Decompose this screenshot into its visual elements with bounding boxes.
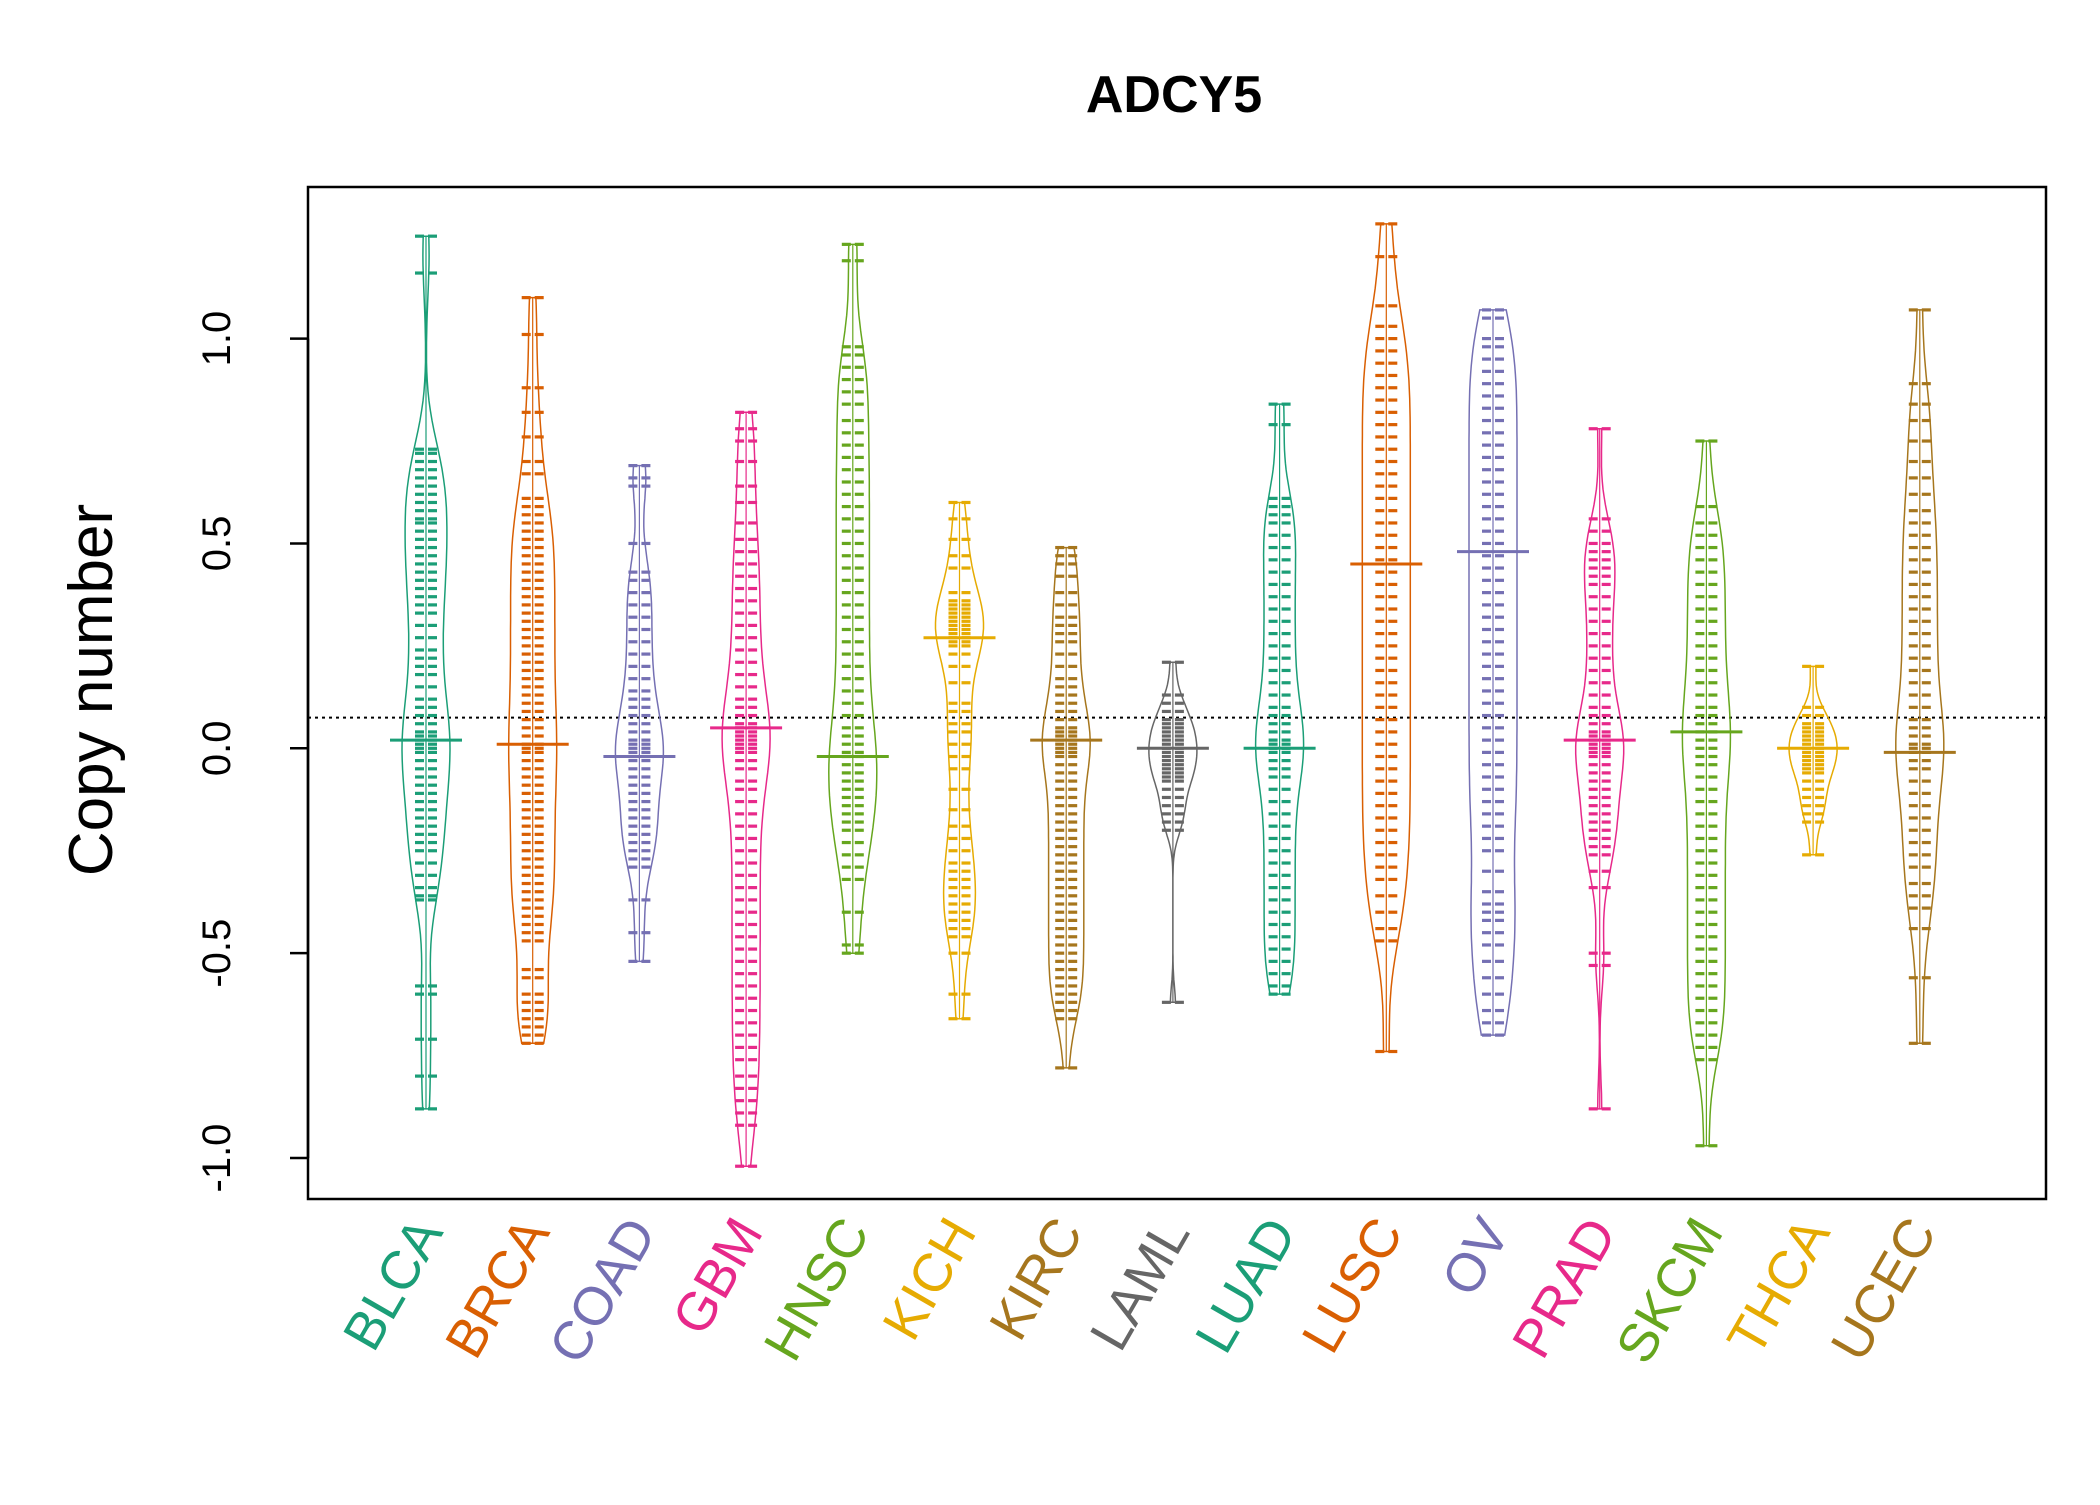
- x-tick-label-ucec: UCEC: [1820, 1208, 1948, 1371]
- y-tick-label: -1.0: [195, 1124, 239, 1193]
- y-tick-label: -0.5: [195, 919, 239, 988]
- bean-lusc: [1350, 222, 1423, 1054]
- y-tick-label: 0.5: [195, 516, 239, 572]
- chart-title: ADCY5: [1086, 66, 1262, 124]
- bean-gbm: [710, 410, 783, 1168]
- x-tick-label-laml: LAML: [1079, 1208, 1202, 1360]
- x-tick-label-coad: COAD: [538, 1208, 668, 1373]
- bean-luad: [1243, 402, 1316, 996]
- x-tick-label-hnsc: HNSC: [753, 1208, 881, 1371]
- x-tick-label-skcm: SKCM: [1605, 1208, 1735, 1373]
- y-axis-label: Copy number: [57, 504, 126, 876]
- bean-brca: [496, 296, 569, 1045]
- x-tick-label-luad: LUAD: [1184, 1208, 1308, 1363]
- x-tick-label-ov: OV: [1430, 1208, 1521, 1306]
- x-tick-label-lusc: LUSC: [1291, 1208, 1415, 1363]
- bean-ucec: [1883, 308, 1956, 1045]
- x-tick-label-gbm: GBM: [661, 1208, 774, 1345]
- y-tick-label: 1.0: [195, 311, 239, 367]
- beans-layer: [390, 222, 1956, 1168]
- bean-coad: [603, 464, 676, 963]
- bean-prad: [1563, 427, 1636, 1111]
- bean-kirc: [1030, 545, 1103, 1070]
- plot-frame: [306, 185, 2048, 1201]
- bean-blca: [390, 234, 462, 1111]
- y-axis: -1.0 -0.5 0.0 0.5 1.0: [195, 311, 310, 1193]
- bean-hnsc: [816, 242, 889, 955]
- bean-laml: [1136, 660, 1209, 1004]
- y-tick-label: 0.0: [195, 721, 239, 777]
- bean-ov: [1457, 308, 1529, 1037]
- x-tick-label-kich: KICH: [871, 1208, 987, 1350]
- bean-outline: [1468, 309, 1518, 1036]
- bean-thca: [1777, 664, 1850, 857]
- bean-skcm: [1670, 439, 1743, 1148]
- bean-kich: [923, 500, 996, 1021]
- x-tick-label-kirc: KIRC: [978, 1208, 1094, 1350]
